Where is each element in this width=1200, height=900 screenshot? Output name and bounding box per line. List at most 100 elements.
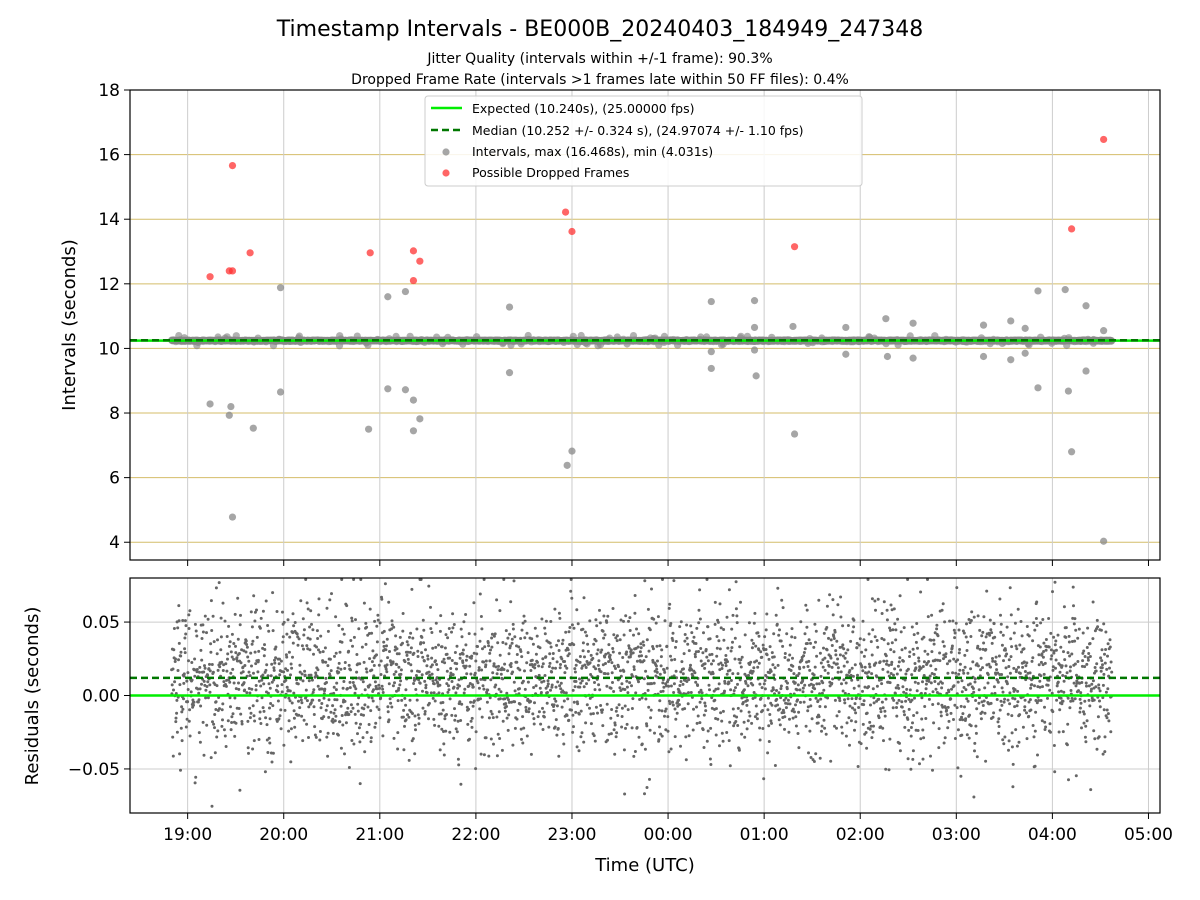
residual-point: [390, 705, 394, 709]
residual-point: [358, 782, 362, 786]
residual-point: [385, 644, 388, 648]
residual-point: [409, 646, 413, 650]
residual-point: [411, 712, 414, 715]
residual-point: [491, 716, 495, 720]
residual-point: [341, 686, 345, 690]
residual-point: [417, 670, 421, 674]
residual-point: [480, 627, 484, 631]
residual-point: [332, 711, 336, 715]
residual-point: [396, 731, 400, 735]
residual-point: [522, 726, 526, 730]
residual-point: [331, 732, 335, 735]
residual-point: [474, 767, 478, 771]
residual-point: [487, 716, 491, 720]
residual-point: [530, 658, 534, 662]
residual-point: [537, 673, 541, 677]
residual-point: [202, 670, 206, 674]
residual-point: [233, 696, 237, 700]
residual-point: [509, 600, 513, 604]
residual-point: [490, 645, 494, 649]
residual-point: [177, 604, 181, 608]
residual-point: [181, 707, 185, 711]
residual-point: [209, 599, 213, 603]
residual-point: [268, 741, 272, 745]
residual-point: [271, 751, 275, 755]
residual-point: [440, 645, 444, 649]
residual-point: [204, 696, 208, 700]
residual-point: [263, 648, 267, 651]
residual-point: [342, 680, 346, 683]
residual-point: [205, 685, 209, 688]
residual-point: [176, 669, 180, 672]
residual-point: [278, 673, 282, 677]
residual-point: [193, 622, 197, 626]
residual-point: [467, 707, 471, 711]
residual-point: [302, 628, 306, 632]
residual-point: [500, 748, 504, 752]
residual-point: [365, 670, 369, 674]
residual-point: [537, 710, 541, 714]
residual-point: [450, 659, 454, 662]
residual-point: [223, 734, 227, 738]
residual-point: [188, 734, 192, 738]
residual-point: [394, 634, 398, 638]
residual-point: [264, 668, 268, 672]
residual-point: [172, 688, 175, 692]
dropped-frame-point: [409, 276, 418, 285]
residual-point: [538, 686, 542, 690]
intervals-y-tick-label: 10: [98, 339, 120, 359]
intervals-y-tick-label: 14: [98, 210, 120, 230]
residual-point: [230, 721, 234, 724]
residual-point: [480, 715, 484, 719]
residual-point: [324, 708, 328, 712]
interval-point: [232, 332, 240, 340]
residual-point: [208, 690, 212, 694]
residual-point: [272, 668, 276, 672]
residual-point: [312, 688, 316, 692]
residual-point: [356, 732, 359, 736]
residual-point: [187, 659, 190, 663]
residual-point: [403, 660, 407, 664]
residual-point: [533, 666, 537, 670]
residual-point: [239, 613, 242, 617]
residual-point: [237, 687, 241, 691]
residual-point: [464, 664, 468, 668]
residual-point: [450, 713, 454, 717]
interval-outlier-point: [789, 322, 797, 331]
residual-point: [441, 708, 445, 712]
residual-point: [486, 688, 490, 692]
residual-point: [249, 651, 253, 655]
residual-point: [407, 758, 411, 762]
residual-point: [296, 643, 300, 647]
residual-point: [362, 713, 365, 717]
dropped-frame-point: [790, 243, 799, 251]
residual-point: [459, 719, 463, 722]
residual-point: [198, 740, 202, 744]
residual-point: [174, 720, 178, 724]
residual-point: [508, 632, 512, 636]
residual-point: [414, 674, 418, 677]
residual-point: [454, 714, 458, 718]
residual-point: [280, 683, 284, 687]
residual-point: [297, 637, 301, 641]
residual-point: [451, 626, 455, 630]
residual-point: [361, 736, 365, 740]
residual-point: [444, 729, 448, 733]
residual-point: [214, 586, 218, 590]
residual-point: [416, 713, 420, 717]
residual-point: [540, 665, 544, 669]
residual-point: [397, 652, 401, 656]
interval-outlier-point: [707, 348, 715, 356]
residual-point: [512, 579, 516, 583]
residual-point: [302, 647, 305, 651]
interval-outlier-point: [1082, 302, 1090, 310]
residual-point: [454, 691, 458, 695]
residual-point: [365, 730, 369, 734]
residual-point: [193, 781, 197, 785]
residual-point: [489, 709, 493, 713]
residual-point: [277, 717, 281, 721]
residual-point: [289, 727, 293, 731]
residual-point: [271, 591, 275, 595]
residual-point: [188, 708, 192, 712]
residual-point: [349, 703, 353, 707]
